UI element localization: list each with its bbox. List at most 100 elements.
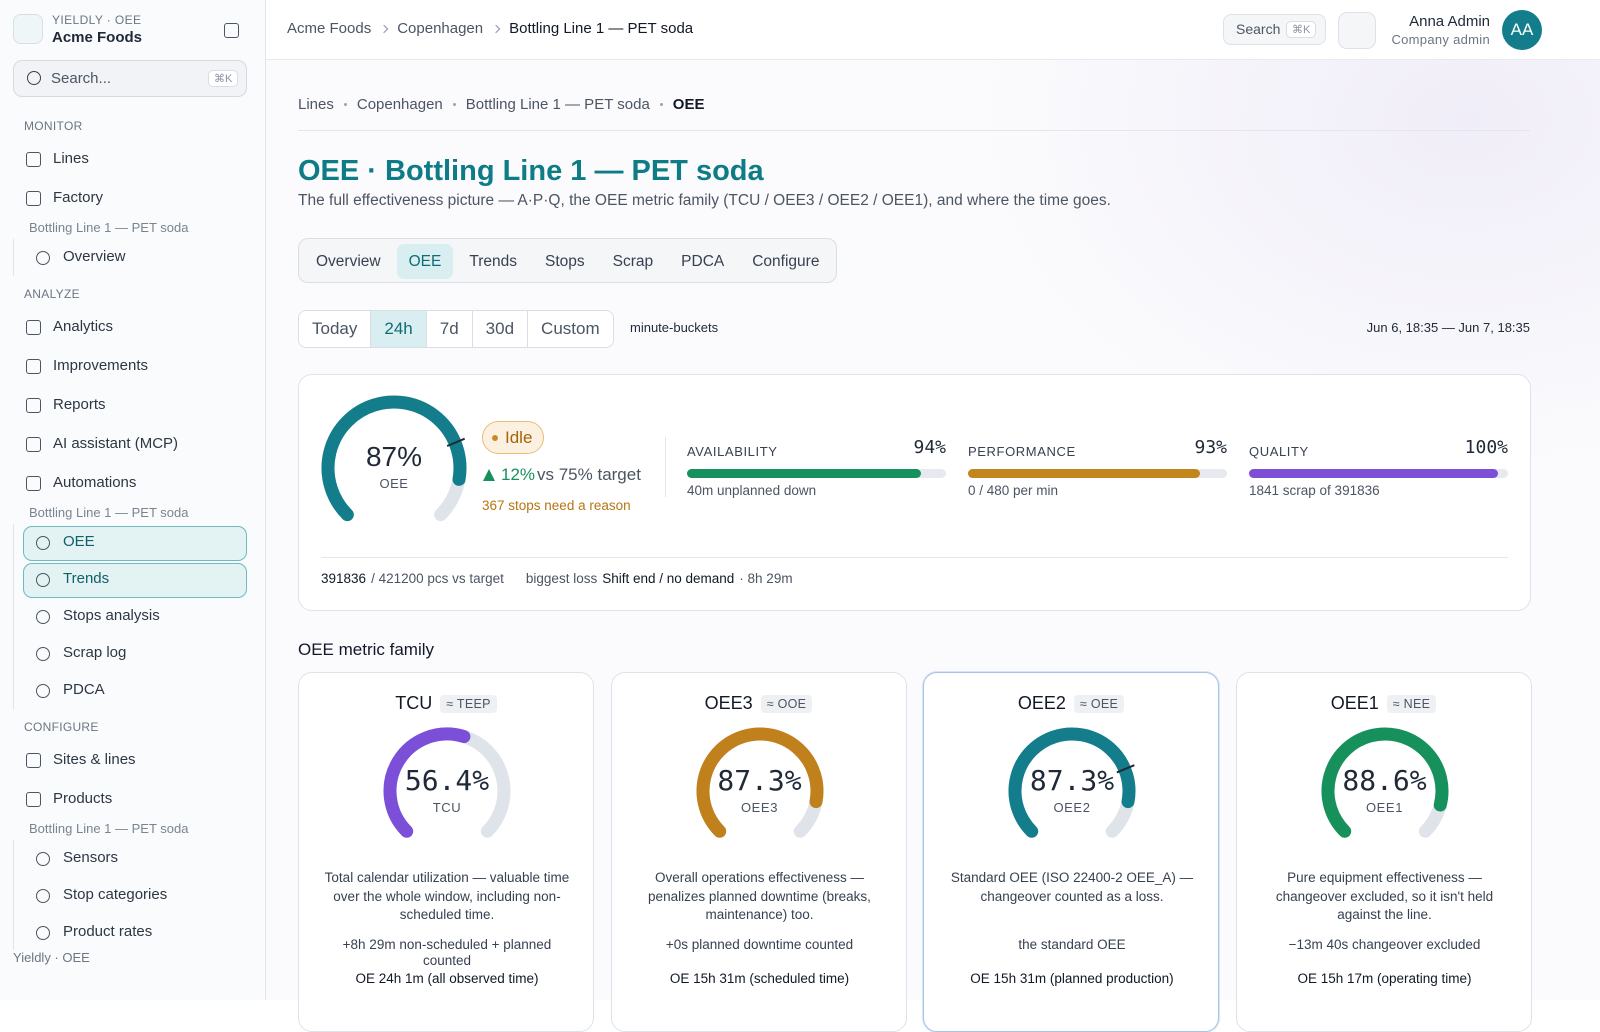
metric-value: 94%	[913, 437, 946, 458]
breadcrumb[interactable]: Lines	[298, 96, 334, 113]
nav-icon	[26, 398, 41, 413]
search-button[interactable]: Search ⌘K	[1223, 14, 1326, 45]
tab[interactable]: Stops	[545, 253, 585, 270]
collapse-button[interactable]	[224, 23, 239, 38]
card-name: OEE1	[1330, 693, 1379, 713]
tab[interactable]: Overview	[316, 253, 381, 270]
target-marker	[1116, 764, 1135, 774]
topbar: Acme Foods Copenhagen Bottling Line 1 — PE…	[266, 0, 1600, 60]
divider	[321, 557, 1508, 558]
nav-tree-line	[13, 840, 14, 951]
summary-footer: 391836 / 421200 pcs vs target biggest loss…	[321, 571, 793, 586]
nav-item[interactable]: Stop categories	[63, 886, 168, 903]
search-box[interactable]: Search... ⌘K	[13, 60, 247, 97]
oee-caption: OEE	[379, 476, 409, 491]
nav-context: Bottling Line 1 — PET soda	[29, 220, 189, 235]
delta-value: 12%	[501, 465, 536, 484]
nav-icon	[26, 476, 41, 491]
nav-item[interactable]: Sensors	[63, 849, 119, 866]
status-dot	[492, 435, 498, 441]
card-basis: OE 24h 1m (all observed time)	[355, 971, 539, 986]
nav-item[interactable]: Sites & lines	[53, 751, 136, 768]
breadcrumb-separator	[491, 24, 501, 33]
nav-item[interactable]: Product rates	[63, 923, 153, 940]
nav-item[interactable]: Stops analysis	[63, 607, 160, 624]
tab[interactable]: PDCA	[681, 253, 725, 270]
tab[interactable]: Configure	[752, 253, 820, 270]
avatar[interactable]: AA	[1502, 10, 1542, 50]
nav-item[interactable]: Products	[53, 790, 113, 807]
search-kbd: ⌘K	[208, 70, 239, 87]
nav-item[interactable]: Overview	[63, 248, 126, 265]
nav-item[interactable]: Trends	[63, 570, 110, 587]
card-header: OEE2 ≈ OEE	[924, 693, 1218, 714]
gauge	[1321, 727, 1448, 838]
card-value: 56.4%	[404, 764, 490, 797]
card-note: +8h 29m non-scheduled + planned counted	[342, 937, 552, 968]
search-placeholder: Search...	[51, 70, 112, 87]
nav-icon	[26, 191, 41, 206]
breadcrumb[interactable]: Bottling Line 1 — PET soda	[465, 96, 650, 113]
card-caption: TCU	[432, 800, 462, 815]
metric-note: 1841 scrap of 391836	[1249, 483, 1380, 498]
range-option[interactable]: Today	[312, 319, 358, 338]
divider	[665, 437, 666, 497]
breadcrumb[interactable]: Copenhagen	[397, 20, 484, 37]
loss-reason: Shift end / no demand	[602, 571, 735, 586]
card-header: OEE1 ≈ NEE	[1237, 693, 1531, 714]
nav-item[interactable]: PDCA	[63, 681, 105, 698]
device-button[interactable]	[1338, 12, 1376, 49]
target-marker	[446, 437, 466, 447]
range-option[interactable]: 30d	[471, 311, 527, 347]
metric-card: OEE1 ≈ NEE 88.6% OEE1 Pure equipment effecti…	[1235, 672, 1532, 1032]
section-title: ANALYZE	[24, 287, 80, 301]
breadcrumb[interactable]: Acme Foods	[287, 20, 372, 37]
breadcrumbs: Lines Copenhagen Bottling Line 1 — PET sod…	[298, 96, 704, 113]
nav-item[interactable]: Reports	[53, 396, 106, 413]
tab[interactable]: Trends	[469, 253, 518, 270]
breadcrumb[interactable]: Bottling Line 1 — PET soda	[509, 20, 694, 37]
card-name: TCU	[395, 693, 433, 713]
nav-icon	[36, 536, 50, 550]
range-option[interactable]: 24h	[370, 311, 426, 347]
nav-icon	[36, 684, 50, 698]
sidebar: YIELDLY · OEE Acme Foods Search... ⌘K MONITO…	[0, 0, 266, 1000]
summary-card: 87% OEE Idle 12% vs 75% target 367 stops need…	[298, 374, 1531, 611]
card-basis: OE 15h 31m (planned production)	[970, 971, 1174, 986]
metric-bar	[968, 469, 1200, 478]
range-option[interactable]: 7d	[425, 311, 472, 347]
breadcrumb[interactable]: OEE	[672, 96, 705, 113]
tab[interactable]: Scrap	[612, 253, 654, 270]
breadcrumb-separator	[379, 24, 389, 33]
breadcrumb[interactable]: Copenhagen	[356, 96, 443, 113]
range-option[interactable]: Custom	[527, 311, 613, 347]
nav-item[interactable]: AI assistant (MCP)	[53, 435, 179, 452]
tab[interactable]: OEE	[396, 244, 454, 279]
card-description: Overall operations effectiveness — penal…	[648, 870, 871, 922]
pcs-target: / 421200 pcs vs target	[371, 571, 504, 586]
nav-icon	[36, 889, 50, 903]
sidebar-footer: Yieldly · OEE	[13, 950, 90, 965]
card-value: 88.6%	[1342, 764, 1427, 797]
loss-time: · 8h 29m	[739, 571, 793, 586]
metric-name: QUALITY	[1249, 444, 1309, 459]
nav-icon	[36, 852, 50, 866]
gauge-value	[383, 727, 471, 838]
nav-context: Bottling Line 1 — PET soda	[29, 821, 189, 836]
nav-item[interactable]: Factory	[53, 189, 104, 206]
nav-item[interactable]: Analytics	[53, 318, 114, 335]
nav-item[interactable]: Scrap log	[63, 644, 127, 661]
nav-item[interactable]: Improvements	[53, 357, 149, 374]
card-description: Pure equipment effectiveness — changeove…	[1275, 870, 1494, 922]
nav-item[interactable]: Lines	[53, 150, 89, 167]
nav-active-bg	[23, 563, 247, 598]
user-name: Anna Admin	[1409, 13, 1490, 30]
nav-item[interactable]: Automations	[53, 474, 137, 491]
card-alias: ≈ OEE	[1073, 694, 1125, 713]
nav-icon	[26, 437, 41, 452]
nav-item[interactable]: OEE	[63, 533, 95, 550]
card-name: OEE3	[704, 693, 753, 713]
metric-bar	[687, 469, 922, 478]
card-note: the standard OEE	[1018, 937, 1126, 952]
divider	[298, 130, 1530, 131]
